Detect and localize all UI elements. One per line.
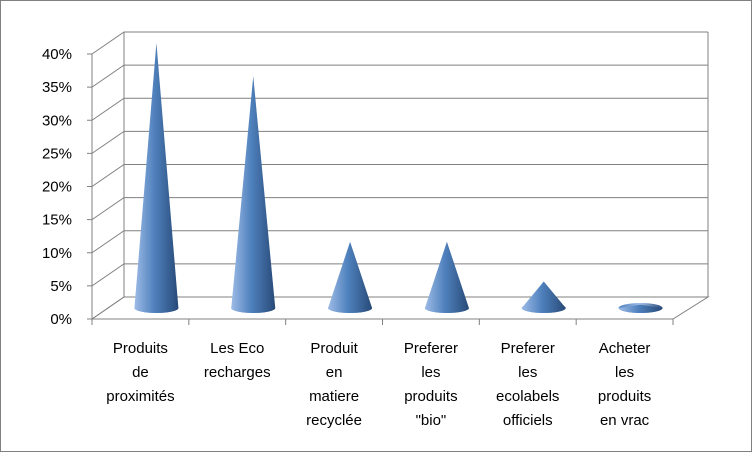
axes [87, 53, 674, 325]
cone-bar [328, 241, 373, 313]
gridline [91, 97, 708, 121]
cone-body [521, 281, 566, 313]
cone-bar [424, 241, 469, 313]
y-axis-tick-labels: 0% 5% 10% 15% 20% 25% 30% 35% 40% [42, 46, 72, 328]
y-tick-label: 10% [42, 245, 72, 262]
x-category-label: Les Eco recharges [204, 340, 271, 381]
x-category-label: Acheter les produits en vrac [598, 340, 651, 429]
gridline [91, 296, 708, 320]
gridline [91, 230, 708, 254]
gridline [91, 64, 708, 88]
cone-bar [521, 281, 566, 313]
y-tick-label: 30% [42, 112, 72, 129]
cone-series [134, 43, 663, 313]
cone-body [231, 76, 276, 313]
y-tick-label: 20% [42, 179, 72, 196]
x-category-label: Preferer les produits "bio" [404, 340, 458, 429]
floor [90, 296, 710, 320]
y-tick-label: 25% [42, 145, 72, 162]
gridlines [91, 31, 708, 320]
cone-body [134, 43, 179, 313]
y-tick-label: 35% [42, 79, 72, 96]
gridline [91, 263, 708, 287]
cone-body [328, 241, 373, 313]
y-tick-label: 15% [42, 212, 72, 229]
gridline [91, 130, 708, 154]
cone-body [424, 241, 469, 313]
gridline [91, 197, 708, 221]
y-tick-label: 5% [50, 278, 72, 295]
gridline [91, 164, 708, 187]
cone-bar [134, 43, 179, 313]
cone-body [618, 304, 663, 313]
y-tick-label: 40% [42, 46, 72, 63]
x-category-label: Preferer les ecolabels officiels [496, 340, 559, 429]
x-category-label: Produits de proximités [106, 340, 174, 405]
cone-bar [231, 76, 276, 313]
x-axis-category-labels: Produits de proximités Les Eco recharges Prod… [106, 340, 651, 429]
chart-walls [90, 32, 710, 325]
cone-bar [618, 303, 663, 313]
gridline [91, 31, 708, 55]
x-category-label: Produit en matiere recyclée [306, 340, 362, 429]
y-tick-label: 0% [50, 311, 72, 328]
